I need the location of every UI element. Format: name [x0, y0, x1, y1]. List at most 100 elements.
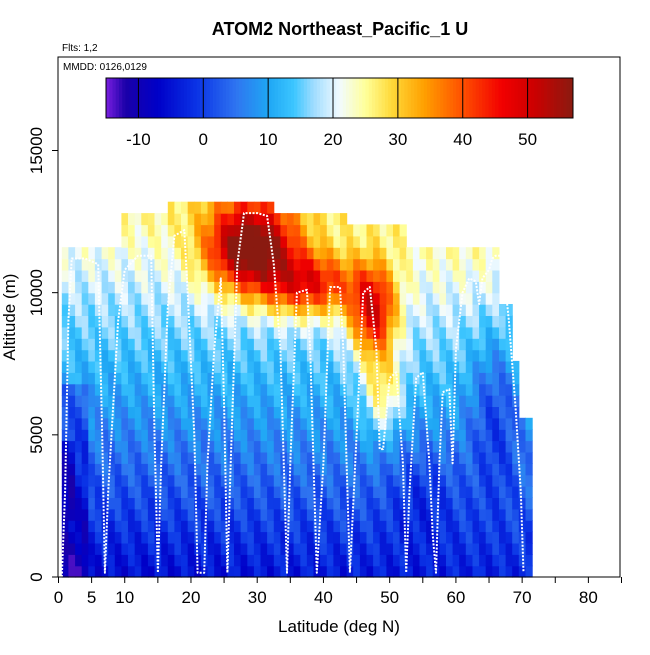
heatmap-cell — [340, 451, 348, 464]
heatmap-cell — [214, 326, 222, 339]
heatmap-cell — [452, 406, 460, 419]
heatmap-cell — [181, 304, 189, 316]
heatmap-cell — [439, 520, 447, 533]
heatmap-cell — [181, 269, 189, 282]
heatmap-cell — [406, 406, 414, 419]
heatmap-cell — [167, 360, 175, 373]
heatmap-cell — [260, 213, 268, 226]
heatmap-cell — [234, 349, 242, 362]
heatmap-cell — [326, 326, 334, 339]
colorbar-swatch — [456, 78, 460, 118]
heatmap-cell — [167, 565, 175, 578]
colorbar-swatch — [326, 78, 331, 118]
heatmap-cell — [174, 395, 182, 407]
heatmap-cell — [247, 542, 255, 555]
colorbar-swatch — [478, 78, 483, 118]
heatmap-cell — [439, 474, 447, 487]
colorbar-swatch — [423, 78, 428, 118]
heatmap-cell — [459, 360, 467, 373]
heatmap-cell — [187, 406, 195, 419]
heatmap-cell — [492, 304, 500, 316]
heatmap-cell — [359, 565, 368, 578]
heatmap-cell — [154, 451, 162, 464]
colorbar-swatch — [417, 78, 421, 118]
heatmap-cell — [452, 429, 460, 442]
heatmap-cell — [426, 508, 434, 521]
colorbar-swatch — [329, 78, 334, 118]
heatmap-cell — [194, 440, 202, 453]
heatmap-cell — [459, 315, 467, 328]
heatmap-cell — [154, 417, 162, 430]
colorbar-swatch — [342, 78, 347, 118]
heatmap-cell — [379, 372, 387, 385]
heatmap-cell — [459, 395, 467, 407]
heatmap-cell — [181, 315, 189, 328]
heatmap-cell — [227, 258, 235, 271]
heatmap-cell — [167, 395, 175, 407]
heatmap-cell — [459, 531, 467, 544]
heatmap-cell — [260, 463, 268, 476]
heatmap-cell — [234, 292, 242, 305]
colorbar-swatch — [167, 78, 172, 118]
heatmap-cell — [293, 474, 301, 487]
heatmap-cell — [492, 292, 500, 305]
heatmap-cell — [412, 542, 421, 555]
heatmap-cell — [479, 417, 487, 430]
heatmap-cell — [412, 292, 421, 305]
colorbar-swatch — [508, 78, 512, 118]
heatmap-cell — [108, 338, 116, 351]
heatmap-cell — [147, 315, 156, 328]
heatmap-cell — [346, 463, 354, 476]
heatmap-cell — [426, 326, 434, 339]
heatmap-cell — [68, 292, 76, 305]
heatmap-cell — [287, 349, 295, 362]
heatmap-cell — [512, 565, 520, 578]
heatmap-cell — [492, 554, 500, 567]
heatmap-cell — [234, 542, 242, 555]
heatmap-cell — [240, 201, 248, 214]
heatmap-cell — [220, 349, 228, 362]
heatmap-cell — [525, 474, 533, 487]
colorbar-tick-label: 40 — [453, 130, 472, 149]
heatmap-cell — [220, 224, 228, 237]
heatmap-cell — [161, 235, 169, 248]
heatmap-cell — [313, 497, 321, 510]
heatmap-cell — [426, 531, 434, 544]
heatmap-cell — [240, 417, 248, 430]
heatmap-cell — [340, 326, 348, 339]
heatmap-cell — [247, 565, 255, 578]
heatmap-cell — [353, 383, 361, 396]
heatmap-cell — [280, 451, 288, 464]
heatmap-cell — [333, 258, 341, 271]
heatmap-cell — [94, 406, 103, 419]
heatmap-cell — [154, 338, 162, 351]
heatmap-cell — [88, 269, 96, 282]
heatmap-cell — [68, 486, 76, 498]
heatmap-cell — [499, 406, 507, 419]
heatmap-cell — [373, 292, 381, 305]
heatmap-cell — [114, 508, 122, 521]
heatmap-cell — [406, 542, 414, 555]
heatmap-cell — [181, 406, 189, 419]
heatmap-cell — [194, 542, 202, 555]
heatmap-cell — [240, 326, 248, 339]
heatmap-cell — [432, 474, 440, 487]
heatmap-cell — [366, 417, 374, 430]
heatmap-cell — [340, 315, 348, 328]
heatmap-cell — [359, 247, 368, 260]
heatmap-cell — [379, 486, 387, 498]
heatmap-cell — [419, 542, 427, 555]
heatmap-cell — [366, 349, 374, 362]
heatmap-cell — [399, 360, 407, 373]
colorbar-swatch — [485, 78, 490, 118]
heatmap-cell — [161, 349, 169, 362]
heatmap-cell — [306, 224, 315, 237]
heatmap-cell — [214, 395, 222, 407]
heatmap-cell — [326, 247, 334, 260]
heatmap-cell — [240, 497, 248, 510]
heatmap-cell — [379, 224, 387, 237]
heatmap-cell — [280, 326, 288, 339]
heatmap-cell — [359, 292, 368, 305]
heatmap-cell — [353, 338, 361, 351]
heatmap-cell — [108, 292, 116, 305]
